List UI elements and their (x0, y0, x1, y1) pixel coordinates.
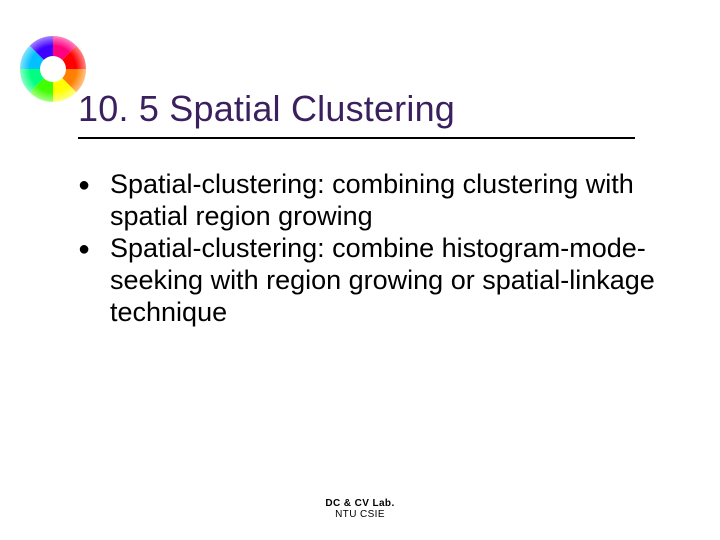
slide-footer: DC & CV Lab. NTU CSIE (0, 498, 720, 520)
list-item: ● Spatial-clustering: combine histogram-… (78, 232, 668, 328)
title-underline (78, 137, 635, 139)
footer-lab: DC & CV Lab. (0, 498, 720, 509)
bullet-text: Spatial-clustering: combine histogram-mo… (92, 232, 668, 328)
bullet-text: Spatial-clustering: combining clustering… (92, 168, 668, 232)
bullet-list: ● Spatial-clustering: combining clusteri… (78, 168, 668, 328)
bullet-marker-icon: ● (78, 232, 92, 265)
footer-org: NTU CSIE (0, 509, 720, 520)
bullet-marker-icon: ● (78, 168, 92, 201)
slide-title: 10. 5 Spatial Clustering (78, 88, 455, 130)
list-item: ● Spatial-clustering: combining clusteri… (78, 168, 668, 232)
slide: 10. 5 Spatial Clustering ● Spatial-clust… (0, 0, 720, 540)
